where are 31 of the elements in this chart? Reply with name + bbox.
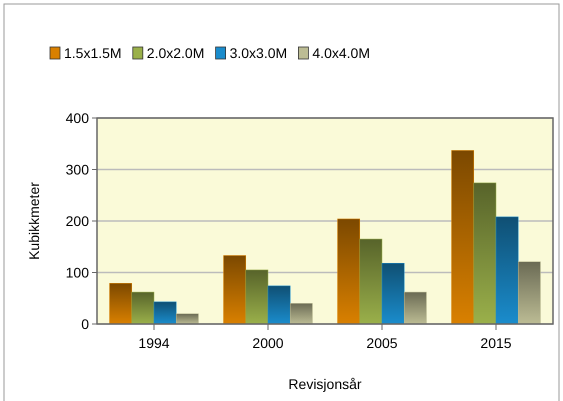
bar [132,292,154,324]
bar [268,286,290,324]
legend-label: 4.0x4.0M [312,45,370,61]
bar [474,182,496,324]
bar [337,218,360,324]
y-tick-label: 0 [81,316,90,332]
y-tick-label: 100 [66,264,90,280]
bar [451,150,474,324]
y-tick-label: 400 [66,110,90,126]
legend-label: 3.0x3.0M [230,45,288,61]
bar [518,261,541,324]
bar [246,270,268,324]
x-tick-label: 2000 [252,335,284,351]
y-tick-label: 200 [66,212,90,229]
x-tick-label: 2005 [366,335,398,351]
bar [223,255,246,324]
bar [154,302,176,324]
bar [109,283,132,324]
bar [404,292,427,324]
bar [290,303,313,324]
bar [496,216,518,324]
bar [382,262,404,324]
legend-label: 2.0x2.0M [146,45,204,61]
x-axis-title: Revisjonsår [288,376,362,392]
y-axis-title: Kubikkmeter [26,182,42,260]
legend-label: 1.5x1.5M [64,45,122,61]
x-tick-label: 2015 [480,335,512,351]
x-tick-label: 1994 [138,335,170,351]
bar [360,238,382,324]
bar [176,313,199,324]
y-tick-label: 300 [66,161,90,178]
